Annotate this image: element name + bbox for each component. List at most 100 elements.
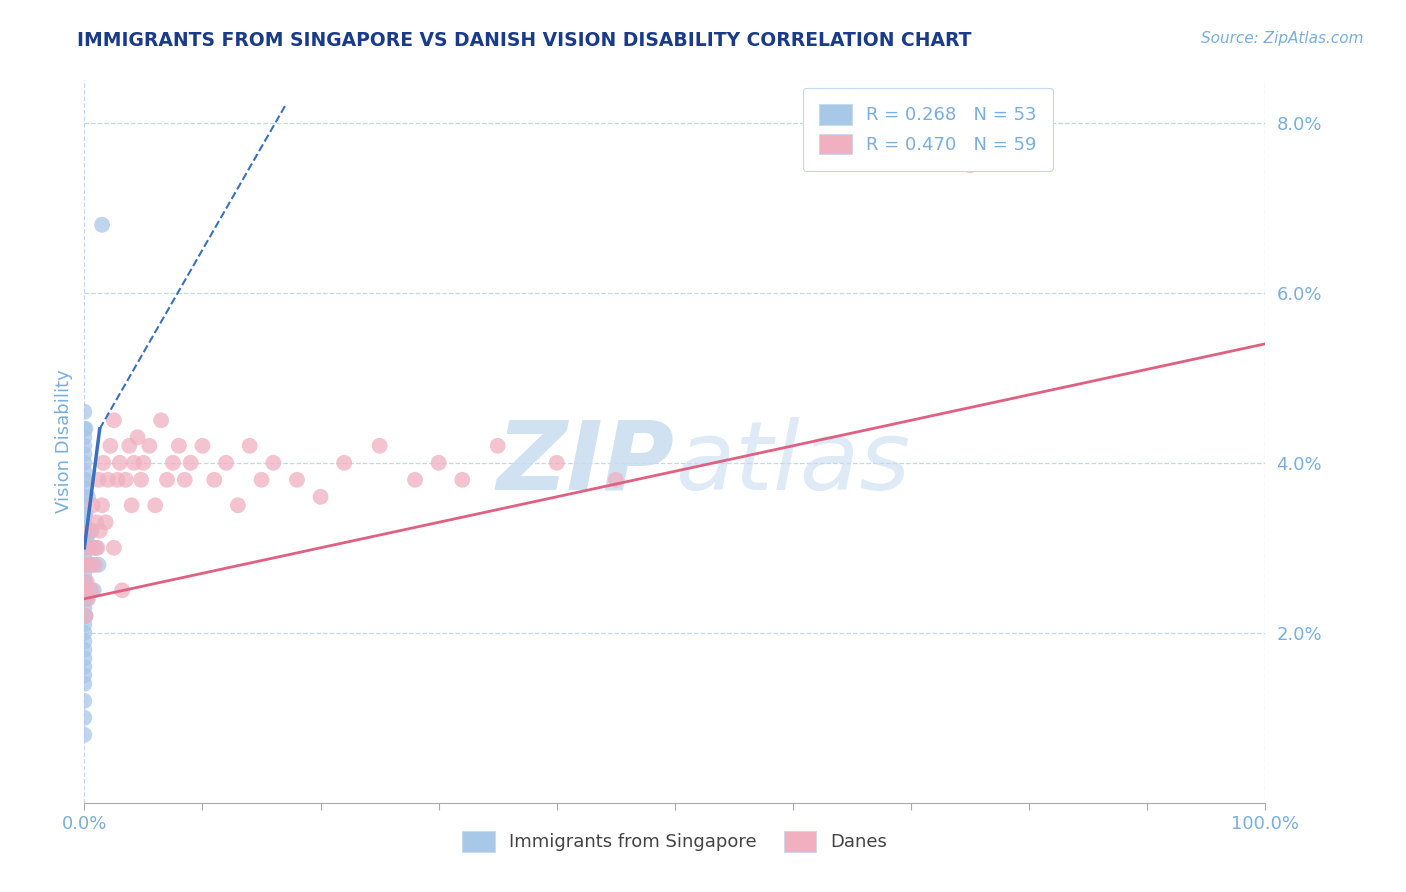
Point bbox=[368, 439, 391, 453]
Point bbox=[73, 464, 96, 478]
Point bbox=[76, 591, 98, 606]
Point bbox=[73, 617, 96, 632]
Point bbox=[73, 549, 96, 564]
Point bbox=[122, 456, 145, 470]
Point bbox=[605, 473, 627, 487]
Point bbox=[73, 694, 96, 708]
Point bbox=[73, 473, 96, 487]
Point bbox=[73, 583, 96, 598]
Point bbox=[83, 583, 105, 598]
Point bbox=[226, 498, 249, 512]
Point bbox=[73, 642, 96, 657]
Point bbox=[76, 533, 98, 547]
Point bbox=[73, 516, 96, 530]
Point bbox=[73, 456, 96, 470]
Point bbox=[75, 541, 97, 555]
Point bbox=[111, 583, 134, 598]
Point bbox=[162, 456, 184, 470]
Point bbox=[87, 558, 110, 572]
Point bbox=[309, 490, 332, 504]
Point bbox=[77, 591, 100, 606]
Point bbox=[73, 439, 96, 453]
Point bbox=[73, 728, 96, 742]
Point bbox=[87, 473, 110, 487]
Point bbox=[121, 498, 143, 512]
Point bbox=[75, 574, 97, 589]
Point bbox=[80, 583, 103, 598]
Point bbox=[77, 541, 100, 555]
Point bbox=[103, 541, 125, 555]
Point bbox=[73, 711, 96, 725]
Point bbox=[73, 651, 96, 665]
Point bbox=[76, 574, 98, 589]
Point bbox=[239, 439, 262, 453]
Point bbox=[262, 456, 284, 470]
Point bbox=[191, 439, 214, 453]
Point bbox=[77, 541, 100, 555]
Text: IMMIGRANTS FROM SINGAPORE VS DANISH VISION DISABILITY CORRELATION CHART: IMMIGRANTS FROM SINGAPORE VS DANISH VISI… bbox=[77, 31, 972, 50]
Point bbox=[84, 516, 107, 530]
Point bbox=[127, 430, 149, 444]
Point bbox=[75, 558, 97, 572]
Point bbox=[73, 430, 96, 444]
Point bbox=[98, 439, 121, 453]
Point bbox=[73, 490, 96, 504]
Point bbox=[73, 677, 96, 691]
Point bbox=[73, 634, 96, 648]
Point bbox=[91, 218, 114, 232]
Point bbox=[73, 558, 96, 572]
Point bbox=[73, 668, 96, 682]
Point bbox=[118, 439, 141, 453]
Point bbox=[73, 481, 96, 495]
Point bbox=[91, 498, 114, 512]
Point bbox=[73, 422, 96, 436]
Point bbox=[250, 473, 273, 487]
Point bbox=[82, 498, 104, 512]
Point bbox=[73, 498, 96, 512]
Point bbox=[959, 158, 981, 172]
Text: Source: ZipAtlas.com: Source: ZipAtlas.com bbox=[1201, 31, 1364, 46]
Point bbox=[180, 456, 202, 470]
Text: ZIP: ZIP bbox=[496, 417, 675, 509]
Point bbox=[202, 473, 225, 487]
Point bbox=[132, 456, 155, 470]
Point bbox=[73, 625, 96, 640]
Point bbox=[333, 456, 356, 470]
Point bbox=[73, 574, 96, 589]
Point bbox=[427, 456, 450, 470]
Point bbox=[285, 473, 308, 487]
Point bbox=[107, 473, 129, 487]
Point bbox=[73, 660, 96, 674]
Point bbox=[486, 439, 509, 453]
Point bbox=[89, 524, 111, 538]
Point bbox=[73, 447, 96, 461]
Point bbox=[73, 507, 96, 521]
Point bbox=[73, 583, 96, 598]
Point bbox=[75, 608, 97, 623]
Point bbox=[108, 456, 131, 470]
Point bbox=[451, 473, 474, 487]
Point bbox=[73, 566, 96, 581]
Point bbox=[138, 439, 160, 453]
Point bbox=[156, 473, 179, 487]
Point bbox=[546, 456, 568, 470]
Point bbox=[73, 541, 96, 555]
Point bbox=[80, 524, 103, 538]
Point bbox=[83, 541, 105, 555]
Point bbox=[103, 413, 125, 427]
Point bbox=[77, 490, 100, 504]
Point bbox=[84, 541, 107, 555]
Point bbox=[73, 405, 96, 419]
Point bbox=[97, 473, 120, 487]
Point bbox=[79, 524, 101, 538]
Point bbox=[167, 439, 190, 453]
Point bbox=[73, 533, 96, 547]
Legend: Immigrants from Singapore, Danes: Immigrants from Singapore, Danes bbox=[456, 823, 894, 859]
Point bbox=[173, 473, 195, 487]
Point bbox=[114, 473, 136, 487]
Point bbox=[86, 541, 108, 555]
Point bbox=[77, 558, 100, 572]
Point bbox=[143, 498, 166, 512]
Point bbox=[91, 456, 114, 470]
Point bbox=[77, 558, 100, 572]
